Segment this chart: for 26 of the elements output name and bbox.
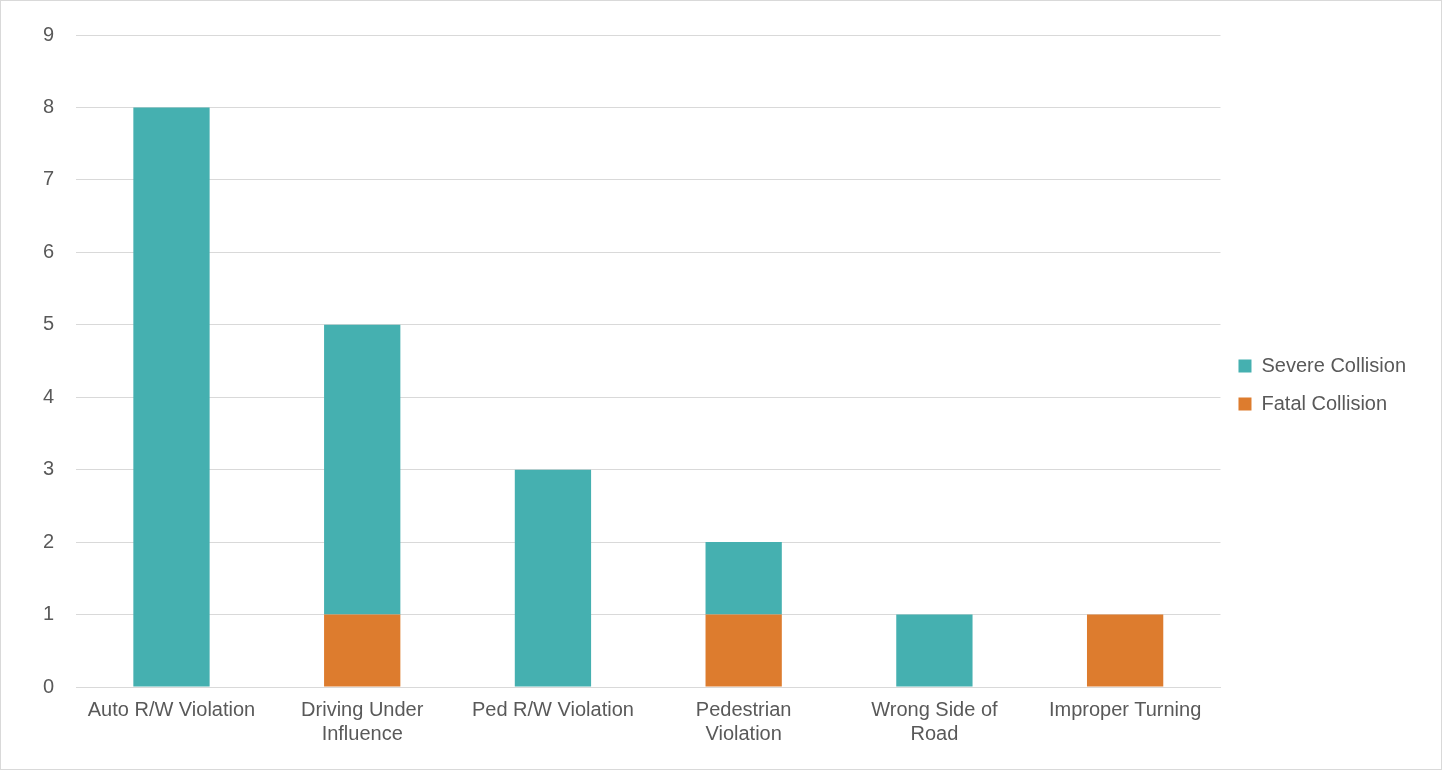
y-tick-label: 1 [43, 602, 55, 625]
x-tick-label: Pedestrian Violation [695, 697, 792, 744]
y-tick-label: 5 [43, 312, 55, 335]
bar [705, 614, 782, 687]
x-tick-label: Improper Turning [1048, 697, 1202, 720]
bar [896, 614, 973, 687]
y-tick-label: 2 [43, 529, 55, 552]
legend-label: Fatal Collision [1261, 391, 1388, 414]
y-tick-label: 3 [43, 457, 55, 480]
x-tick-label: Wrong Side of Road [871, 697, 999, 744]
bar [324, 614, 401, 687]
bar [324, 324, 401, 615]
bar [133, 107, 210, 687]
bar [705, 542, 782, 615]
bar [514, 469, 592, 687]
y-tick-label: 4 [43, 384, 55, 407]
x-tick-label: Auto R/W Violation [87, 697, 256, 720]
y-tick-label: 6 [43, 239, 55, 262]
y-tick-label: 7 [43, 167, 55, 190]
y-tick-label: 8 [43, 94, 55, 117]
legend-label: Severe Collision [1261, 353, 1406, 376]
y-tick-label: 9 [43, 22, 55, 45]
bar [1086, 614, 1164, 687]
x-tick-label: Driving Under Influence [301, 697, 424, 744]
x-tick-label: Ped R/W Violation [471, 697, 634, 720]
y-tick-label: 0 [43, 674, 55, 697]
